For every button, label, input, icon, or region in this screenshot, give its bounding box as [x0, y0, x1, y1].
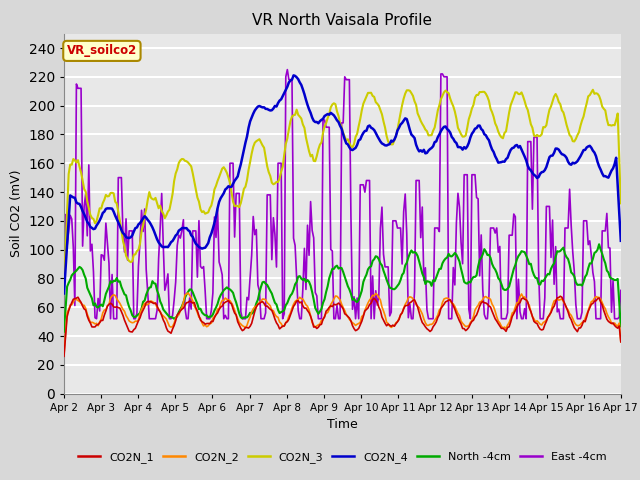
- Text: VR_soilco2: VR_soilco2: [67, 44, 137, 58]
- Legend: CO2N_1, CO2N_2, CO2N_3, CO2N_4, North -4cm, East -4cm: CO2N_1, CO2N_2, CO2N_3, CO2N_4, North -4…: [74, 447, 611, 467]
- X-axis label: Time: Time: [327, 418, 358, 431]
- Y-axis label: Soil CO2 (mV): Soil CO2 (mV): [10, 170, 23, 257]
- Title: VR North Vaisala Profile: VR North Vaisala Profile: [252, 13, 433, 28]
